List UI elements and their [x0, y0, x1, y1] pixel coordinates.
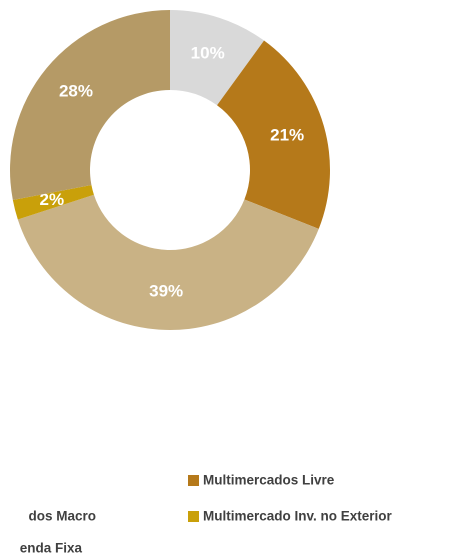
legend-swatch: [188, 475, 199, 486]
data-label: 39%: [149, 281, 183, 300]
legend-label: Multimercado Inv. no Exterior: [203, 509, 393, 524]
data-label: 28%: [59, 82, 93, 101]
slice: [17, 194, 319, 331]
slice: [12, 184, 94, 220]
slice: [9, 10, 170, 200]
data-label: 10%: [191, 43, 225, 62]
data-label: 2%: [40, 190, 65, 209]
legend-label: dos Macro: [28, 509, 96, 524]
slice: [170, 10, 265, 106]
data-label: 21%: [270, 125, 304, 144]
legend-label: enda Fixa: [20, 541, 83, 556]
slice: [217, 40, 331, 229]
legend-swatch: [188, 511, 199, 522]
legend-label: Multimercados Livre: [203, 473, 335, 488]
